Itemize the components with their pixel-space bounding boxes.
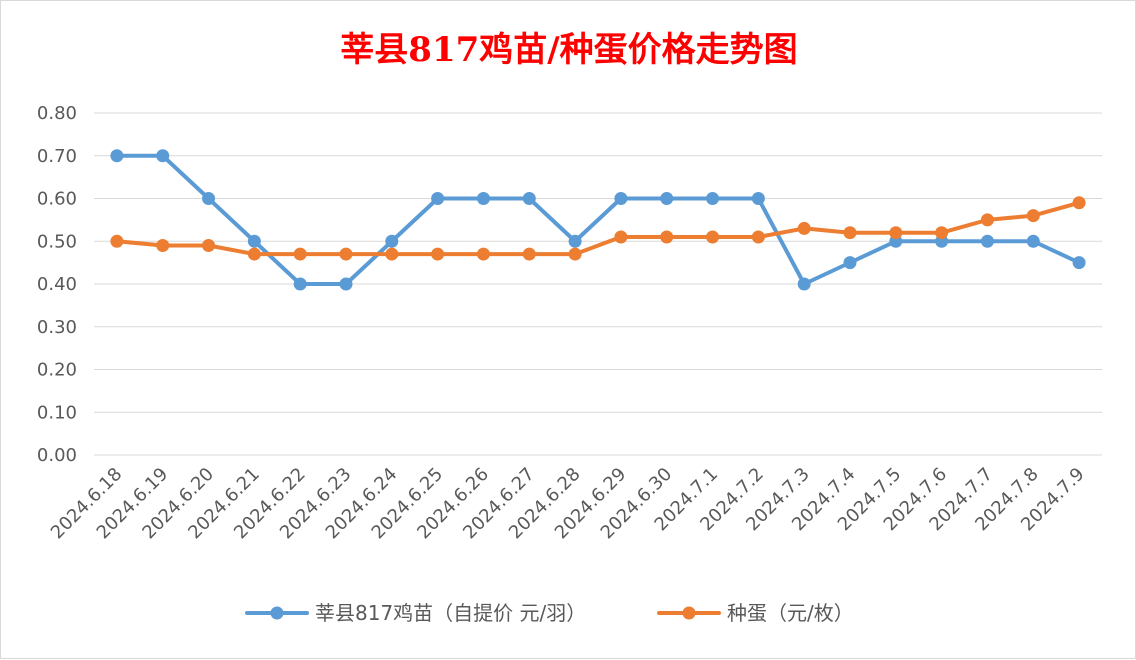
data-point <box>1026 234 1040 248</box>
data-point <box>110 149 124 163</box>
data-point <box>751 192 765 205</box>
data-point <box>614 192 628 205</box>
legend-entry: 莘县817鸡苗（自提价 元/羽） <box>245 601 586 625</box>
data-point <box>293 247 307 261</box>
y-tick-label: 0.80 <box>37 103 77 124</box>
data-point <box>156 149 170 163</box>
data-point <box>156 239 170 253</box>
data-point <box>980 213 994 227</box>
series-2 <box>110 196 1086 261</box>
data-point <box>247 234 261 248</box>
data-point <box>706 192 720 205</box>
data-point <box>935 226 949 240</box>
data-point <box>431 247 445 261</box>
data-point <box>110 234 124 248</box>
grid-lines <box>94 112 1102 456</box>
data-point <box>385 234 399 248</box>
data-point <box>202 239 216 253</box>
data-point <box>1072 196 1086 210</box>
x-axis-ticks: 2024.6.182024.6.192024.6.202024.6.212024… <box>47 464 1089 544</box>
data-point <box>202 192 216 205</box>
data-point <box>751 230 765 244</box>
y-tick-label: 0.00 <box>37 445 77 466</box>
data-point <box>1072 256 1086 270</box>
y-tick-label: 0.50 <box>37 231 77 252</box>
legend-label: 种蛋（元/枚） <box>727 601 854 625</box>
series-line <box>114 153 1082 286</box>
legend-point-marker <box>682 606 696 620</box>
y-tick-label: 0.10 <box>37 402 77 423</box>
data-point <box>476 192 490 205</box>
y-tick-label: 0.40 <box>37 274 77 295</box>
legend: 莘县817鸡苗（自提价 元/羽） 种蛋（元/枚） <box>245 601 854 625</box>
data-point <box>339 277 353 291</box>
data-point <box>476 247 490 261</box>
data-point <box>843 226 857 240</box>
data-point <box>889 226 903 240</box>
data-point <box>1026 209 1040 223</box>
y-tick-label: 0.70 <box>37 146 77 167</box>
data-point <box>522 192 536 205</box>
data-point <box>797 221 811 235</box>
data-point <box>247 247 261 261</box>
data-point <box>431 192 445 205</box>
data-point <box>660 230 674 244</box>
data-point <box>614 230 628 244</box>
data-point <box>706 230 720 244</box>
legend-entry: 种蛋（元/枚） <box>657 601 854 625</box>
series-1 <box>110 149 1086 291</box>
y-tick-label: 0.30 <box>37 317 77 338</box>
data-point <box>660 192 674 205</box>
legend-label: 莘县817鸡苗（自提价 元/羽） <box>315 601 586 625</box>
data-point <box>797 277 811 291</box>
y-tick-label: 0.60 <box>37 189 77 210</box>
data-point <box>568 234 582 248</box>
data-point <box>568 247 582 261</box>
y-axis-ticks: 0.00 0.10 0.20 0.30 0.40 0.50 0.60 0.70 0.80 <box>37 103 77 466</box>
data-point <box>339 247 353 261</box>
data-point <box>522 247 536 261</box>
y-tick-label: 0.20 <box>37 360 77 381</box>
data-point <box>843 256 857 270</box>
data-point <box>385 247 399 261</box>
data-point <box>980 234 994 248</box>
series-line <box>114 200 1082 257</box>
chart-title: 莘县817鸡苗/种蛋价格走势图 <box>340 30 797 70</box>
legend-point-marker <box>270 606 284 620</box>
series-lines <box>110 149 1086 291</box>
data-point <box>293 277 307 291</box>
